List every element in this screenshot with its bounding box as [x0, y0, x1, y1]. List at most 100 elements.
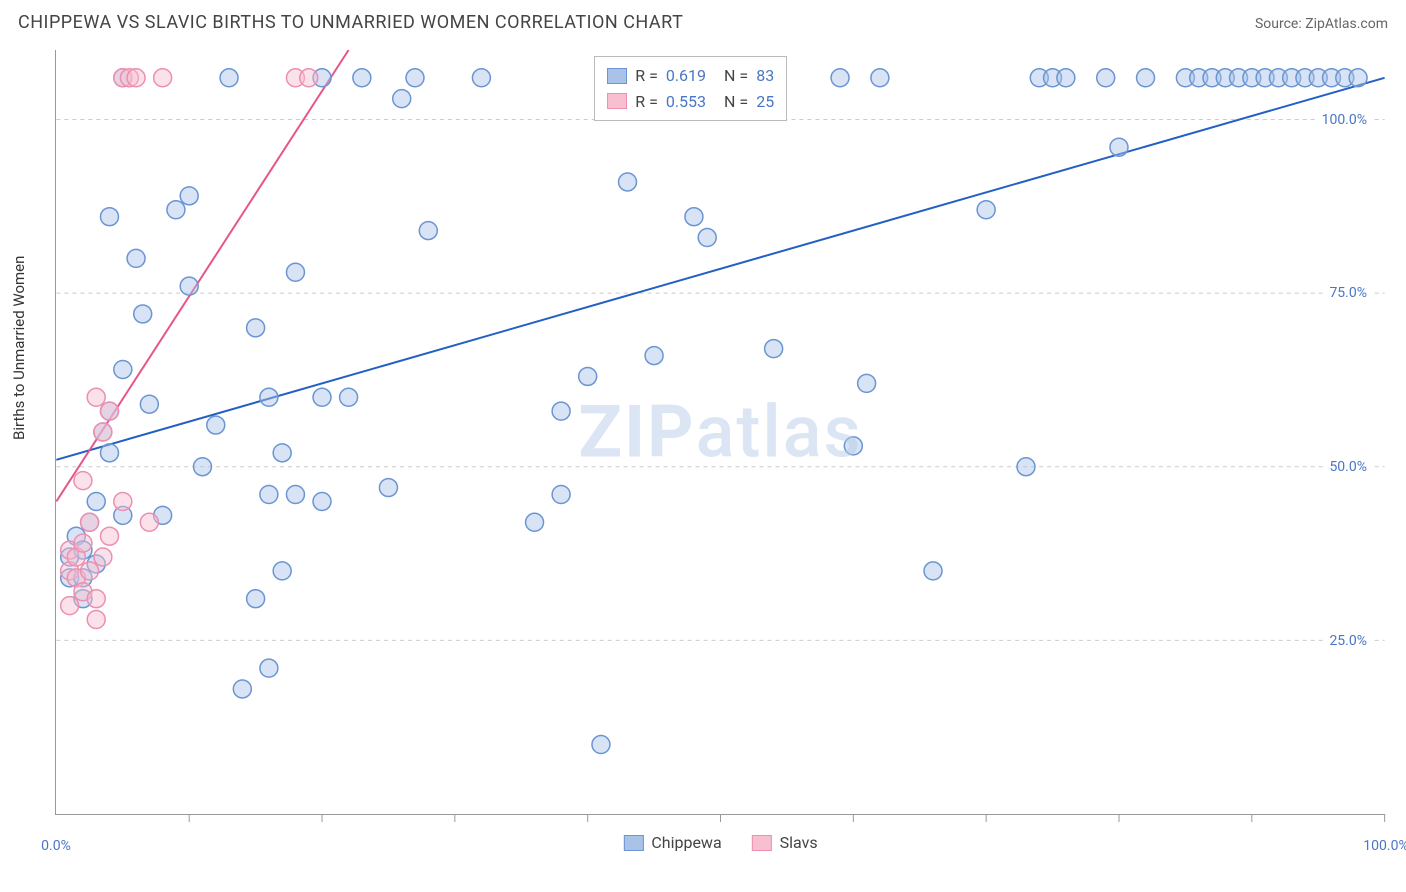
- legend-swatch: [752, 835, 772, 851]
- x-tick-label: 100.0%: [1363, 838, 1406, 854]
- source-label: Source: ZipAtlas.com: [1255, 16, 1388, 32]
- legend-r-label: R =: [635, 89, 658, 115]
- scatter-point: [154, 69, 172, 87]
- scatter-point: [300, 69, 318, 87]
- legend-n-label: N =: [724, 89, 748, 115]
- scatter-point: [87, 611, 105, 629]
- legend-swatch: [623, 835, 643, 851]
- x-tick-label: 0.0%: [41, 838, 71, 854]
- scatter-point: [844, 437, 862, 455]
- y-tick-label: 50.0%: [1325, 459, 1371, 475]
- scatter-point: [273, 562, 291, 580]
- scatter-point: [74, 472, 92, 490]
- scatter-point: [871, 69, 889, 87]
- legend-swatch: [607, 68, 627, 84]
- scatter-point: [858, 374, 876, 392]
- scatter-point: [61, 597, 79, 615]
- scatter-point: [977, 201, 995, 219]
- scatter-point: [94, 548, 112, 566]
- scatter-point: [180, 277, 198, 295]
- scatter-point: [831, 69, 849, 87]
- scatter-point: [340, 388, 358, 406]
- scatter-point: [140, 513, 158, 531]
- scatter-point: [379, 479, 397, 497]
- scatter-point: [313, 388, 331, 406]
- y-tick-label: 100.0%: [1318, 112, 1371, 128]
- scatter-point: [101, 444, 119, 462]
- legend-n-value: 25: [756, 89, 774, 115]
- scatter-point: [220, 69, 238, 87]
- scatter-point: [180, 187, 198, 205]
- scatter-point: [685, 208, 703, 226]
- scatter-point: [101, 527, 119, 545]
- plot-svg: [56, 50, 1385, 814]
- legend-swatch: [607, 93, 627, 109]
- scatter-point: [247, 590, 265, 608]
- scatter-point: [526, 513, 544, 531]
- scatter-point: [1137, 69, 1155, 87]
- scatter-point: [273, 444, 291, 462]
- legend-r-value: 0.619: [666, 63, 706, 89]
- scatter-point: [193, 458, 211, 476]
- legend-n-value: 83: [756, 63, 774, 89]
- y-tick-label: 75.0%: [1325, 285, 1371, 301]
- scatter-point: [552, 486, 570, 504]
- legend-row: R = 0.553 N = 25: [607, 89, 774, 115]
- legend-label: Chippewa: [651, 833, 721, 852]
- legend-r-label: R =: [635, 63, 658, 89]
- legend-label: Slavs: [780, 833, 818, 852]
- legend-series: Chippewa Slavs: [623, 833, 817, 852]
- scatter-point: [87, 492, 105, 510]
- scatter-point: [233, 680, 251, 698]
- y-axis-label: Births to Unmarried Women: [10, 256, 28, 440]
- legend-correlation: R = 0.619 N = 83 R = 0.553 N = 25: [594, 56, 787, 121]
- scatter-point: [313, 492, 331, 510]
- scatter-point: [592, 736, 610, 754]
- scatter-point: [87, 388, 105, 406]
- scatter-point: [87, 590, 105, 608]
- scatter-point: [94, 423, 112, 441]
- scatter-point: [1110, 138, 1128, 156]
- scatter-point: [207, 416, 225, 434]
- scatter-plot: ZIPatlas 25.0%50.0%75.0%100.0% 0.0%100.0…: [55, 50, 1385, 815]
- scatter-point: [140, 395, 158, 413]
- scatter-point: [101, 402, 119, 420]
- scatter-point: [1057, 69, 1075, 87]
- scatter-point: [260, 659, 278, 677]
- legend-item: Chippewa: [623, 833, 721, 852]
- scatter-point: [260, 486, 278, 504]
- scatter-point: [619, 173, 637, 191]
- scatter-point: [127, 69, 145, 87]
- y-tick-label: 25.0%: [1325, 633, 1371, 649]
- scatter-point: [74, 534, 92, 552]
- scatter-point: [353, 69, 371, 87]
- scatter-point: [406, 69, 424, 87]
- scatter-point: [114, 492, 132, 510]
- chart-title: CHIPPEWA VS SLAVIC BIRTHS TO UNMARRIED W…: [18, 12, 683, 33]
- scatter-point: [81, 562, 99, 580]
- scatter-point: [1017, 458, 1035, 476]
- scatter-point: [260, 388, 278, 406]
- scatter-point: [924, 562, 942, 580]
- scatter-point: [552, 402, 570, 420]
- scatter-point: [286, 263, 304, 281]
- scatter-point: [247, 319, 265, 337]
- scatter-point: [579, 367, 597, 385]
- scatter-point: [167, 201, 185, 219]
- scatter-point: [645, 347, 663, 365]
- legend-item: Slavs: [752, 833, 818, 852]
- scatter-point: [127, 249, 145, 267]
- scatter-point: [101, 208, 119, 226]
- scatter-point: [1097, 69, 1115, 87]
- legend-n-label: N =: [724, 63, 748, 89]
- scatter-point: [81, 513, 99, 531]
- scatter-point: [393, 90, 411, 108]
- legend-row: R = 0.619 N = 83: [607, 63, 774, 89]
- scatter-point: [765, 340, 783, 358]
- scatter-point: [472, 69, 490, 87]
- legend-r-value: 0.553: [666, 89, 706, 115]
- scatter-point: [698, 229, 716, 247]
- scatter-point: [419, 222, 437, 240]
- scatter-point: [1349, 69, 1367, 87]
- scatter-point: [286, 486, 304, 504]
